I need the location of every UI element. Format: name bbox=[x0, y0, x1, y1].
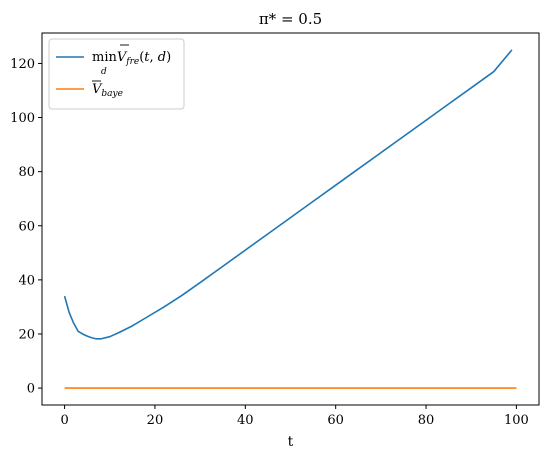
legend-label-1-subscript: d bbox=[101, 67, 107, 77]
x-tick-label: 40 bbox=[237, 413, 254, 428]
series-line-1 bbox=[63, 49, 513, 340]
x-tick-label: 100 bbox=[504, 413, 529, 428]
y-tick-label: 120 bbox=[10, 57, 35, 72]
legend: minVfre(t, d)d Vbaye bbox=[48, 38, 185, 110]
x-tick-label: 60 bbox=[327, 413, 344, 428]
y-axis: 0 20 40 60 80 100 120 bbox=[10, 57, 42, 397]
chart-title: π* = 0.5 bbox=[259, 10, 322, 28]
x-tick-label: 0 bbox=[60, 413, 68, 428]
x-tick-label: 80 bbox=[418, 413, 435, 428]
legend-label-2: Vbaye bbox=[92, 82, 123, 99]
x-axis-label: t bbox=[288, 434, 294, 450]
legend-label-1: minVfre(t, d) bbox=[92, 50, 171, 67]
y-tick-label: 80 bbox=[18, 165, 35, 180]
y-tick-label: 0 bbox=[27, 382, 35, 397]
y-tick-label: 20 bbox=[18, 327, 35, 342]
plot-frame bbox=[41, 32, 540, 406]
x-axis: 0 20 40 60 80 100 bbox=[60, 405, 529, 428]
plot-lines bbox=[63, 49, 517, 389]
y-tick-label: 40 bbox=[18, 273, 35, 288]
x-tick-label: 20 bbox=[147, 413, 164, 428]
y-tick-label: 60 bbox=[18, 219, 35, 234]
y-tick-label: 100 bbox=[10, 111, 35, 126]
